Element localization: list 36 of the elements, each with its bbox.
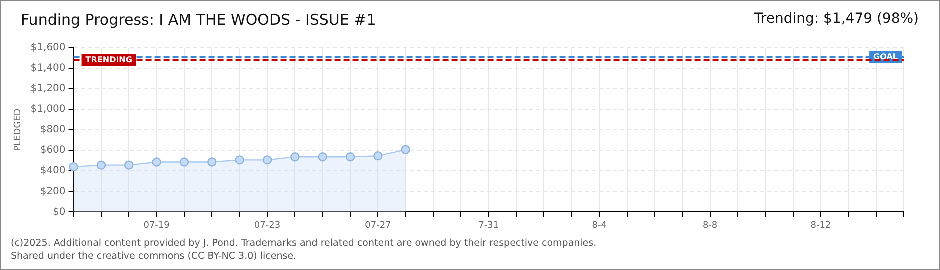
y-tick-label: $1,600: [30, 42, 66, 54]
point: [124, 160, 134, 170]
point: [96, 160, 106, 170]
x-tick-label: 8-8: [702, 220, 718, 231]
y-tick-label: $1,400: [30, 63, 66, 74]
y-tick-label: $400: [40, 166, 66, 177]
y-tick-label: $1,200: [30, 84, 66, 95]
x-tick-label: 8-12: [810, 220, 832, 231]
y-tick-label: $200: [40, 186, 66, 198]
x-tick-label: 07-19: [144, 220, 170, 231]
x-tick-label: 07-27: [365, 220, 392, 231]
x-tick-label: 07-23: [254, 220, 281, 231]
y-tick-label: $0: [53, 206, 66, 218]
chart-title: Funding Progress: I AM THE WOODS - ISSUE #1: [21, 11, 376, 29]
x-tick-label: 8-4: [592, 220, 608, 231]
point: [262, 156, 272, 165]
point: [318, 152, 328, 162]
text: (c)2025. Additional content provided by J. Pond. Trademarks and related content are owned by their respective companies.: [11, 237, 597, 250]
point: [152, 158, 162, 167]
text: Shared under the creative commons (CC BY-NC 3.0) license.: [11, 250, 298, 263]
point: [235, 156, 244, 165]
x-tick-label: 7-31: [478, 220, 500, 231]
point: [346, 152, 356, 162]
point: [69, 162, 78, 172]
point: [208, 158, 217, 167]
point: [401, 145, 410, 155]
y-axis-title: PLEDGED: [14, 108, 24, 152]
ref-line-label: GOAL: [874, 52, 898, 62]
point: [374, 151, 383, 161]
y-tick-label: $600: [40, 145, 66, 156]
point: [290, 152, 300, 162]
ref-line-label: TRENDING: [86, 55, 132, 64]
point: [180, 158, 190, 167]
y-tick-label: $1,000: [30, 104, 66, 116]
y-tick-label: $800: [40, 124, 66, 136]
chart-subtitle: Trending: $1,479 (98%): [754, 11, 919, 27]
